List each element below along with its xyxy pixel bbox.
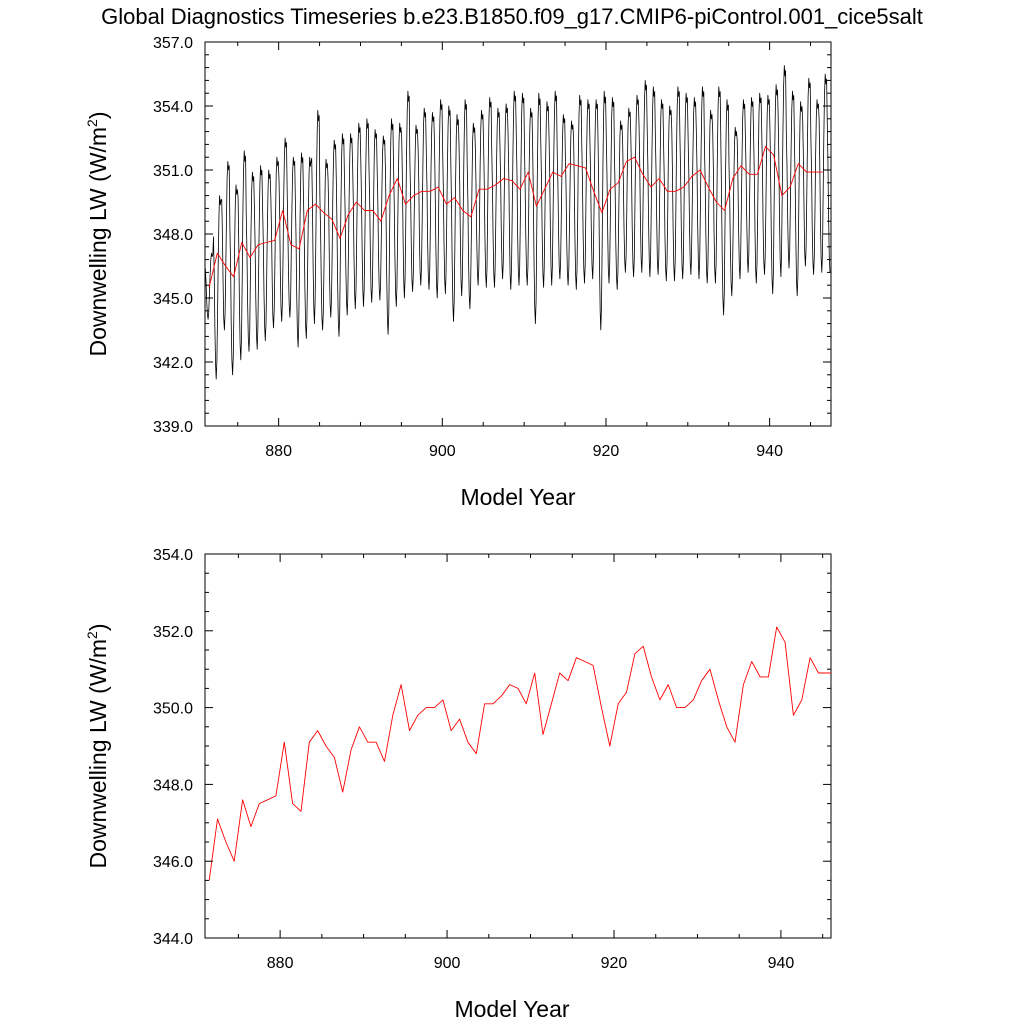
top-ytick-label: 345.0 xyxy=(153,291,193,308)
top-x-tick-labels: 880 900 920 940 xyxy=(265,443,783,460)
top-y-tick-labels: 339.0 342.0 345.0 348.0 351.0 354.0 357.0 xyxy=(153,35,193,436)
bottom-ytick-label: 350.0 xyxy=(153,701,193,718)
bottom-ytick-label: 352.0 xyxy=(153,624,193,641)
bottom-panel: 344.0 346.0 348.0 350.0 352.0 354.0 880 900 920… xyxy=(84,547,832,1022)
bottom-plot-frame xyxy=(204,553,832,939)
bottom-axis-ticks xyxy=(205,553,831,939)
bottom-ytick-label: 346.0 xyxy=(153,854,193,871)
bottom-ytick-label: 348.0 xyxy=(153,777,193,794)
top-ytick-label: 357.0 xyxy=(153,35,193,52)
top-xtick-label: 880 xyxy=(265,443,292,460)
bottom-x-axis-label: Model Year xyxy=(454,996,569,1022)
bottom-y-axis-label-superscript: 2 xyxy=(84,631,100,639)
top-x-axis-label: Model Year xyxy=(460,484,575,510)
top-xtick-label: 900 xyxy=(429,443,456,460)
bottom-ytick-label: 344.0 xyxy=(153,931,193,948)
bottom-xtick-label: 880 xyxy=(267,955,294,972)
top-ytick-label: 339.0 xyxy=(153,419,193,436)
top-y-axis-label-superscript: 2 xyxy=(84,119,100,127)
bottom-annual-series-line xyxy=(208,626,831,881)
bottom-x-tick-labels: 880 900 920 940 xyxy=(267,955,795,972)
top-y-axis-label-text: Downwelling LW (W/m xyxy=(85,127,111,357)
figure-title: Global Diagnostics Timeseries b.e23.B185… xyxy=(101,4,923,29)
bottom-y-tick-labels: 344.0 346.0 348.0 350.0 352.0 354.0 xyxy=(153,547,193,948)
top-ytick-label: 354.0 xyxy=(153,99,193,116)
top-y-axis-label: Downwelling LW (W/m2) xyxy=(84,111,111,356)
top-ytick-label: 351.0 xyxy=(153,163,193,180)
bottom-xtick-label: 920 xyxy=(601,955,628,972)
bottom-xtick-label: 900 xyxy=(434,955,461,972)
bottom-y-axis-label-text: Downwelling LW (W/m xyxy=(85,639,111,869)
bottom-y-axis-label: Downwelling LW (W/m2) xyxy=(84,623,111,868)
top-panel: 339.0 342.0 345.0 348.0 351.0 354.0 357.0 880 9… xyxy=(84,35,832,510)
bottom-xtick-label: 940 xyxy=(768,955,795,972)
top-y-axis-label-close: ) xyxy=(85,111,111,119)
top-axis-ticks xyxy=(205,41,831,427)
top-xtick-label: 940 xyxy=(756,443,783,460)
bottom-y-axis-label-close: ) xyxy=(85,623,111,631)
top-annual-series-line xyxy=(208,146,823,288)
top-ytick-label: 342.0 xyxy=(153,355,193,372)
bottom-ytick-label: 354.0 xyxy=(153,547,193,564)
top-xtick-label: 920 xyxy=(593,443,620,460)
top-monthly-series-line xyxy=(204,65,831,380)
top-ytick-label: 348.0 xyxy=(153,227,193,244)
